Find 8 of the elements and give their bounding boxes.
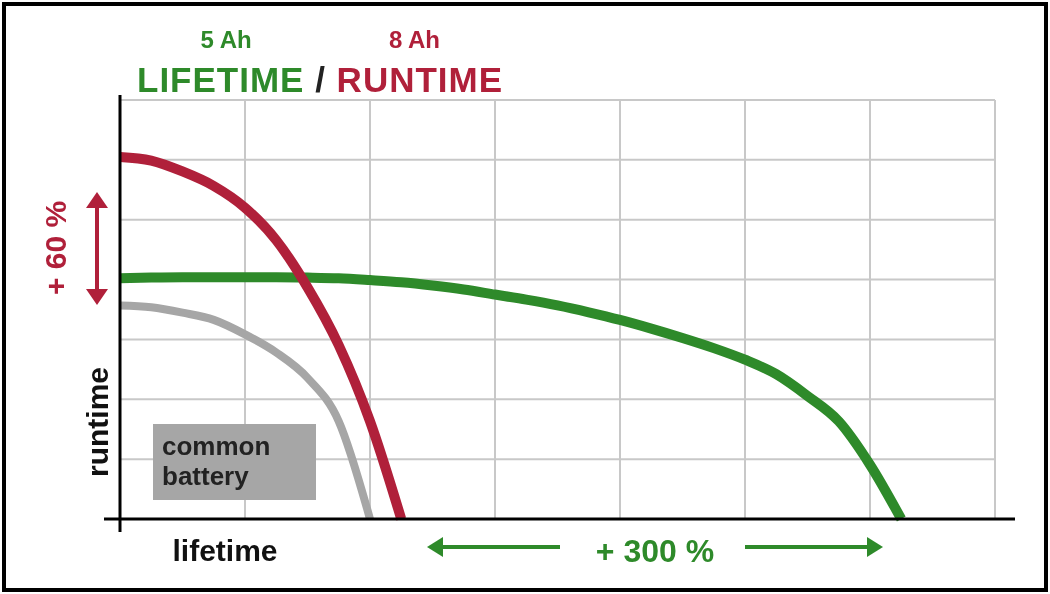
text: common battery bbox=[162, 431, 271, 491]
text: + 300 % bbox=[595, 533, 715, 569]
y-axis-title: runtime bbox=[81, 366, 114, 478]
text: 5 Ah bbox=[200, 26, 252, 53]
chart-title: LIFETIME / RUNTIME bbox=[137, 60, 504, 99]
text: + 60 % bbox=[39, 200, 72, 296]
x-axis-title: lifetime bbox=[172, 534, 278, 567]
text: 8 Ah bbox=[388, 26, 441, 53]
